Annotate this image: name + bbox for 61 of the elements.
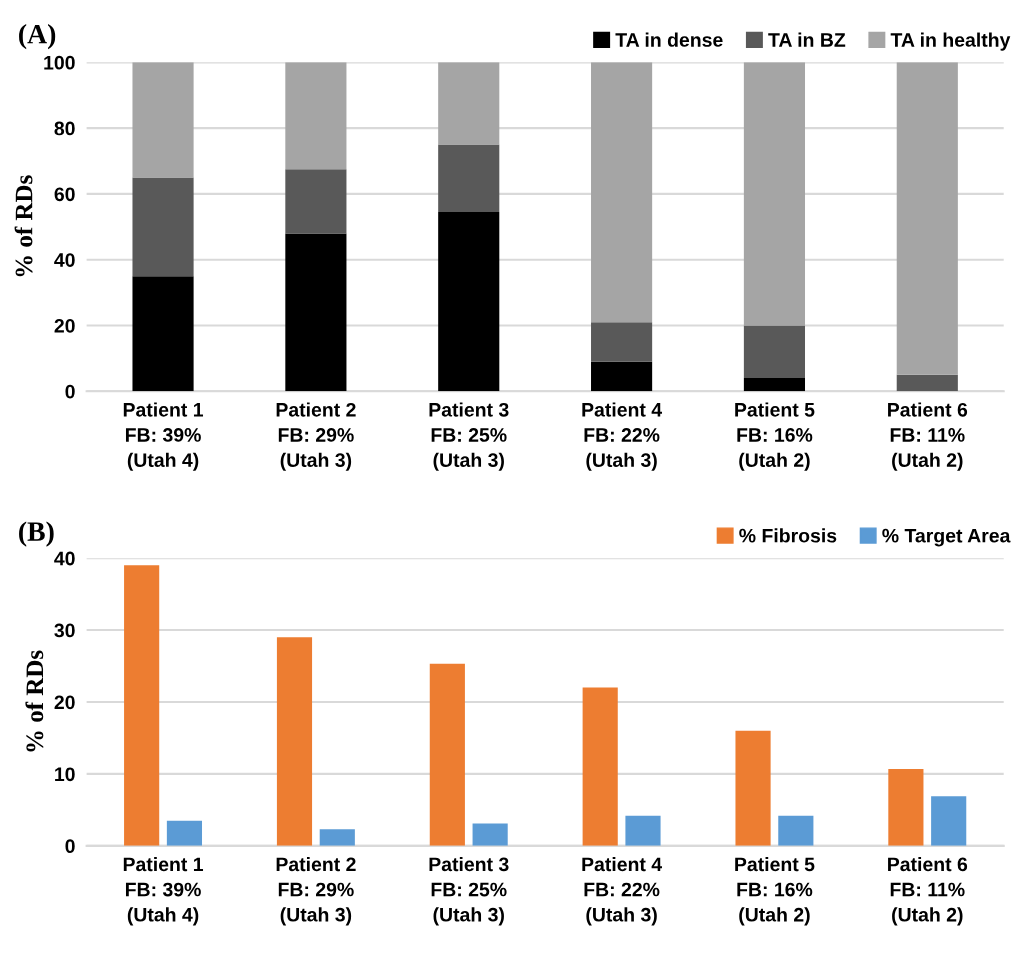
x-tick-label: Patient 6 FB: 11% (Utah 2)	[888, 402, 968, 471]
bar	[276, 637, 313, 846]
bar	[438, 62, 500, 145]
y-tick-label: 40	[54, 551, 75, 566]
y-axis-title: % of RDs	[14, 175, 33, 277]
bar	[285, 169, 347, 234]
bar	[124, 565, 160, 846]
bar	[743, 378, 806, 392]
x-tick-label: Patient 1 FB: 39% (Utah 4)	[123, 402, 204, 471]
bar	[438, 212, 500, 392]
bar	[625, 815, 661, 846]
y-tick-label: 80	[54, 121, 75, 136]
legend-label: TA in dense	[615, 32, 723, 47]
bar	[472, 823, 508, 846]
x-tick-label: Patient 1 FB: 39% (Utah 4)	[123, 856, 204, 926]
bar	[429, 663, 465, 846]
y-tick-label: 0	[65, 384, 75, 399]
x-tick-label: Patient 2 FB: 29% (Utah 3)	[276, 856, 356, 926]
x-tick-label: Patient 4 FB: 22% (Utah 3)	[582, 856, 663, 926]
legend-label: % Fibrosis	[739, 528, 837, 543]
y-axis-title: % of RDs	[25, 650, 44, 752]
y-tick-label: 0	[65, 839, 75, 854]
bar	[591, 62, 653, 323]
chart-title: (B)	[19, 521, 54, 547]
y-tick-label: 20	[54, 318, 75, 333]
x-tick-label: Patient 2 FB: 29% (Utah 3)	[276, 402, 356, 471]
bar	[285, 233, 347, 392]
bar	[743, 62, 806, 326]
x-tick-label: Patient 6 FB: 11% (Utah 2)	[888, 856, 968, 926]
bar	[132, 62, 194, 178]
bar	[582, 687, 618, 846]
bar	[285, 62, 347, 170]
legend-label: TA in BZ	[768, 32, 846, 47]
x-tick-label: Patient 3 FB: 25% (Utah 3)	[429, 856, 509, 926]
bar	[166, 820, 203, 846]
x-tick-label: Patient 5 FB: 16% (Utah 2)	[735, 856, 815, 926]
y-tick-label: 10	[55, 767, 75, 782]
y-tick-label: 60	[54, 187, 75, 202]
bar	[591, 322, 653, 362]
bar	[896, 374, 958, 392]
bar	[132, 276, 194, 392]
bar	[743, 325, 806, 379]
x-tick-label: Patient 4 FB: 22% (Utah 3)	[582, 402, 663, 471]
bar	[591, 361, 653, 392]
legend-label: % Target Area	[882, 528, 1011, 547]
bar	[778, 815, 814, 846]
bar	[896, 62, 958, 375]
bar	[735, 730, 771, 846]
x-tick-label: Patient 5 FB: 16% (Utah 2)	[735, 402, 815, 471]
x-tick-label: Patient 3 FB: 25% (Utah 3)	[429, 402, 509, 471]
y-tick-label: 100	[44, 55, 75, 70]
bar	[888, 768, 924, 846]
bar	[931, 796, 967, 846]
y-tick-label: 40	[54, 253, 75, 267]
y-tick-label: 30	[54, 623, 75, 638]
legend-label: TA in healthy	[890, 32, 1011, 51]
chart-title: (A)	[19, 23, 56, 50]
bar	[319, 829, 355, 846]
bar	[438, 144, 500, 212]
bar	[132, 177, 194, 277]
y-tick-label: 20	[54, 695, 75, 710]
